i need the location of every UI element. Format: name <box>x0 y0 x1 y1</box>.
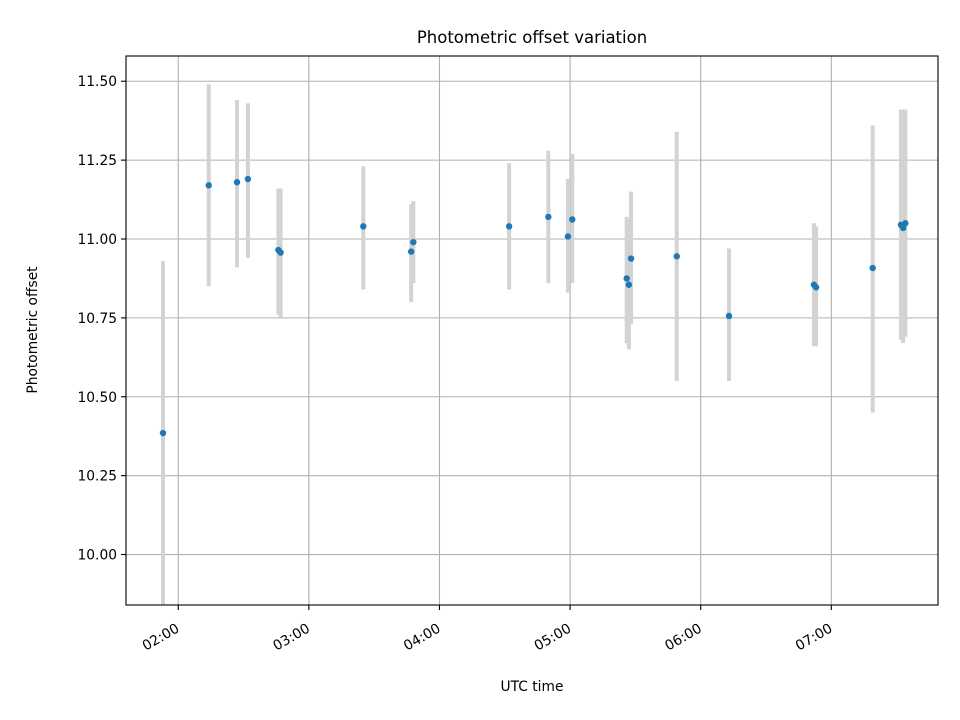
y-tick-label: 10.00 <box>78 548 118 564</box>
y-axis-label: Photometric offset <box>25 266 41 394</box>
x-tick-label: 05:00 <box>532 621 574 655</box>
x-tick-label: 02:00 <box>140 621 182 655</box>
data-point <box>569 216 576 223</box>
data-point <box>159 429 167 437</box>
data-point <box>233 179 241 186</box>
plot-frame <box>125 55 939 606</box>
y-tick-label: 10.25 <box>78 469 118 485</box>
y-tick-label: 10.75 <box>78 311 118 327</box>
x-tick-label: 06:00 <box>662 621 704 655</box>
x-tick-label: 04:00 <box>401 621 443 655</box>
data-point <box>407 248 415 255</box>
chart-title: Photometric offset variation <box>417 28 647 47</box>
data-point <box>564 233 572 240</box>
y-axis-ticks: 10.00 10.25 10.50 10.75 11.00 11.25 11.50 <box>78 74 126 564</box>
data-point <box>244 175 252 183</box>
data-point <box>902 220 909 227</box>
data-point <box>625 281 633 288</box>
data-point <box>410 238 417 246</box>
x-tick-label: 07:00 <box>793 621 835 655</box>
data-point <box>505 223 513 230</box>
y-tick-label: 11.25 <box>78 153 118 169</box>
data-point <box>545 213 552 221</box>
data-point <box>205 182 212 189</box>
x-tick-label: 03:00 <box>270 621 312 655</box>
data-point <box>623 275 630 282</box>
x-axis-ticks: 02:00 03:00 04:00 05:00 06:00 07:00 <box>140 605 835 655</box>
data-point <box>869 264 876 272</box>
y-tick-label: 11.00 <box>78 232 118 248</box>
data-point <box>812 284 820 291</box>
data-point <box>627 255 635 262</box>
y-tick-label: 10.50 <box>78 390 118 406</box>
point-layer <box>159 175 909 437</box>
grid-layer <box>126 56 938 605</box>
data-point <box>725 312 733 320</box>
data-point <box>673 253 680 260</box>
data-point <box>277 249 284 256</box>
data-point <box>360 223 367 230</box>
y-tick-label: 11.50 <box>78 74 118 90</box>
x-axis-label: UTC time <box>501 679 564 695</box>
errorbar-layer <box>161 84 908 605</box>
